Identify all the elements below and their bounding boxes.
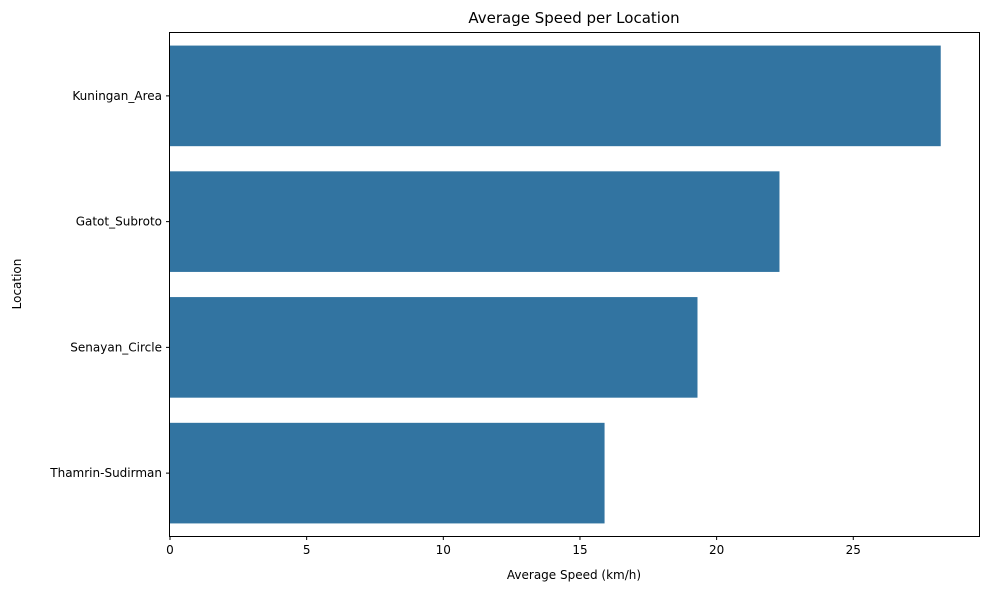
x-ticks-group: 0 5 10 15 20 25	[166, 536, 861, 557]
x-axis-label: Average Speed (km/h)	[507, 568, 641, 582]
x-tick-label: 15	[572, 543, 587, 557]
x-tick-label: 5	[303, 543, 311, 557]
x-tick-label: 20	[709, 543, 724, 557]
bar	[170, 45, 941, 147]
y-tick-label: Kuningan_Area	[72, 89, 162, 103]
y-tick-label: Senayan_Circle	[70, 340, 162, 354]
bar	[170, 422, 605, 524]
bar	[170, 171, 780, 272]
y-tick-label: Gatot_Subroto	[76, 215, 162, 229]
x-tick-label: 25	[846, 543, 861, 557]
y-axis-label: Location	[10, 259, 24, 310]
y-tick-label: Thamrin-Sudirman	[49, 466, 162, 480]
bar	[170, 297, 698, 398]
y-ticks-group: Kuningan_Area Gatot_Subroto Senayan_Circle…	[49, 89, 170, 480]
x-tick-label: 10	[436, 543, 451, 557]
chart-title: Average Speed per Location	[468, 9, 679, 27]
x-tick-label: 0	[166, 543, 174, 557]
bars-group	[170, 45, 941, 524]
plot-frame	[169, 32, 980, 537]
